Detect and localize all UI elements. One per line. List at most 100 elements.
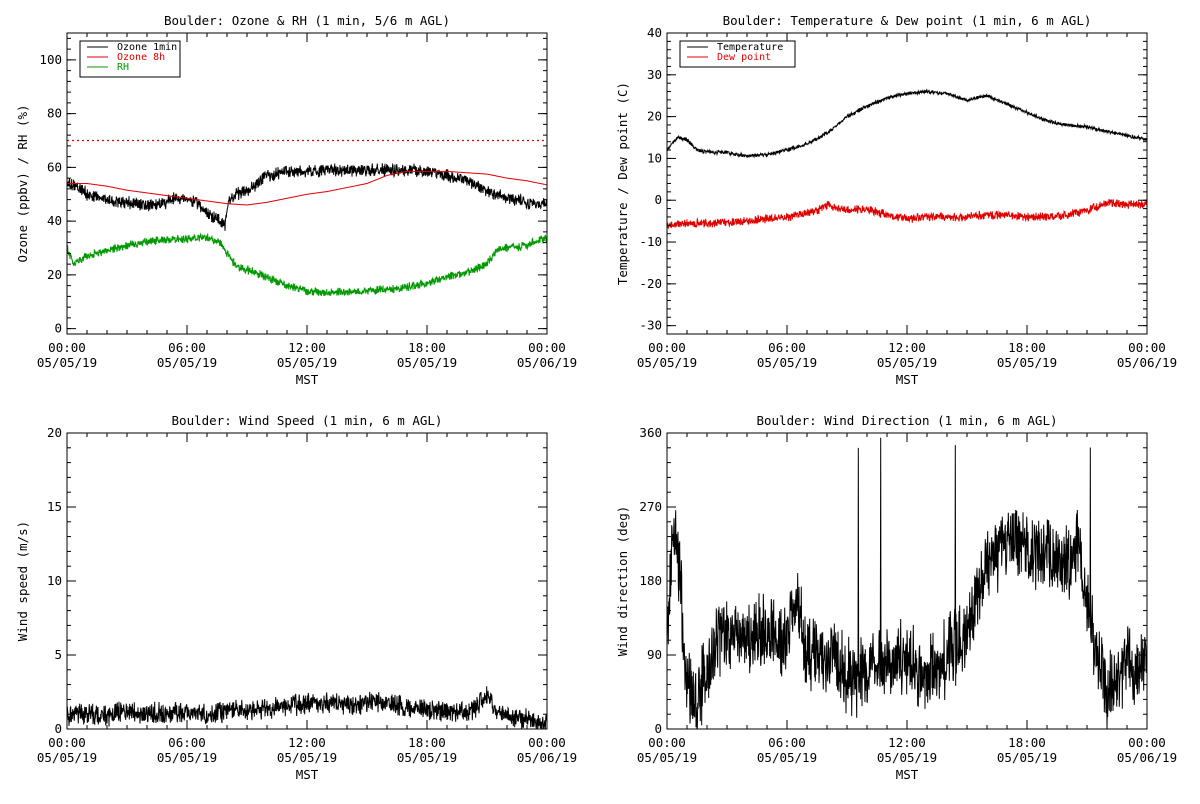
chart-title: Boulder: Ozone & RH (1 min, 5/6 m AGL)	[164, 13, 450, 28]
x-tick-time-label: 12:00	[288, 340, 326, 355]
series-line-series	[67, 686, 547, 729]
x-tick-date-label: 05/05/19	[397, 750, 457, 765]
chart-title: Boulder: Wind Speed (1 min, 6 m AGL)	[172, 413, 443, 428]
y-tick-label: 90	[647, 647, 662, 662]
y-tick-label: 360	[639, 425, 662, 440]
y-axis-label: Wind direction (deg)	[615, 506, 630, 657]
x-tick-date-label: 05/05/19	[877, 355, 937, 370]
x-tick-time-label: 06:00	[768, 340, 806, 355]
x-tick-date-label: 05/06/19	[517, 750, 577, 765]
series-line-series	[667, 437, 1147, 729]
series-line-dew-point	[667, 198, 1147, 230]
y-tick-label: 30	[647, 67, 662, 82]
x-tick-date-label: 05/05/19	[37, 750, 97, 765]
legend-label-temperature: Temperature	[717, 42, 783, 53]
x-tick-date-label: 05/05/19	[997, 355, 1057, 370]
x-tick-date-label: 05/05/19	[157, 750, 217, 765]
y-tick-label: -20	[639, 276, 662, 291]
y-axis-label: Temperature / Dew point (C)	[615, 82, 630, 285]
x-tick-date-label: 05/05/19	[757, 355, 817, 370]
x-tick-date-label: 05/05/19	[277, 750, 337, 765]
x-tick-time-label: 12:00	[888, 340, 926, 355]
series-line-temperature	[667, 88, 1147, 159]
x-tick-time-label: 18:00	[1008, 735, 1046, 750]
y-tick-label: 270	[639, 499, 662, 514]
y-tick-label: 10	[47, 573, 62, 588]
x-tick-time-label: 06:00	[168, 340, 206, 355]
x-tick-date-label: 05/05/19	[37, 355, 97, 370]
y-tick-label: 20	[47, 425, 62, 440]
y-tick-label: 20	[647, 109, 662, 124]
y-tick-label: 0	[654, 721, 662, 736]
y-tick-label: -10	[639, 234, 662, 249]
y-tick-label: 0	[54, 721, 62, 736]
x-tick-time-label: 00:00	[648, 735, 686, 750]
x-tick-date-label: 05/05/19	[157, 355, 217, 370]
x-tick-time-label: 00:00	[528, 340, 566, 355]
y-axis-label: Ozone (ppbv) / RH (%)	[15, 104, 30, 262]
plot-data	[667, 437, 1147, 729]
y-axis-label: Wind speed (m/s)	[15, 521, 30, 641]
y-tick-label: 60	[47, 159, 62, 174]
series-line-rh	[67, 232, 547, 297]
y-tick-label: 5	[54, 647, 62, 662]
x-axis-label: MST	[896, 767, 919, 782]
x-tick-date-label: 05/06/19	[1117, 355, 1177, 370]
chart-title: Boulder: Wind Direction (1 min, 6 m AGL)	[756, 413, 1057, 428]
y-tick-label: 100	[39, 52, 62, 67]
legend-label-dew-point: Dew point	[717, 52, 771, 63]
series-line-ozone-8h	[67, 170, 547, 206]
x-tick-time-label: 12:00	[288, 735, 326, 750]
x-tick-time-label: 18:00	[408, 735, 446, 750]
legend-box	[679, 40, 796, 68]
y-tick-label: 20	[47, 267, 62, 282]
x-tick-date-label: 05/05/19	[757, 750, 817, 765]
y-tick-label: 10	[647, 150, 662, 165]
x-tick-date-label: 05/05/19	[997, 750, 1057, 765]
x-tick-time-label: 06:00	[168, 735, 206, 750]
y-tick-label: 0	[654, 192, 662, 207]
y-tick-label: 180	[639, 573, 662, 588]
chart-panel-1: Boulder: Ozone & RH (1 min, 5/6 m AGL) 0 2…	[15, 13, 577, 387]
plot-data	[667, 88, 1147, 230]
y-tick-label: 0	[54, 321, 62, 336]
x-axis-label: MST	[896, 372, 919, 387]
y-tick-label: 40	[47, 213, 62, 228]
x-tick-time-label: 18:00	[408, 340, 446, 355]
x-tick-date-label: 05/05/19	[637, 355, 697, 370]
x-tick-time-label: 00:00	[1128, 340, 1166, 355]
x-axis-label: MST	[296, 372, 319, 387]
x-tick-time-label: 12:00	[888, 735, 926, 750]
x-tick-date-label: 05/06/19	[1117, 750, 1177, 765]
series-line-ozone-1min	[67, 162, 547, 231]
x-tick-date-label: 05/06/19	[517, 355, 577, 370]
plot-data	[67, 139, 547, 297]
x-tick-time-label: 06:00	[768, 735, 806, 750]
legend-label-rh: RH	[117, 62, 129, 73]
x-tick-date-label: 05/05/19	[277, 355, 337, 370]
y-tick-label: 15	[47, 499, 62, 514]
x-tick-time-label: 18:00	[1008, 340, 1046, 355]
x-tick-time-label: 00:00	[1128, 735, 1166, 750]
x-tick-date-label: 05/05/19	[397, 355, 457, 370]
y-tick-label: 80	[47, 106, 62, 121]
x-tick-time-label: 00:00	[48, 340, 86, 355]
legend-label-ozone-1min: Ozone 1min	[117, 42, 177, 53]
y-tick-label: 40	[647, 25, 662, 40]
plot-data	[67, 686, 547, 729]
legend-label-ozone-8h: Ozone 8h	[117, 52, 165, 63]
chart-panel-3: Boulder: Wind Speed (1 min, 6 m AGL) 0 5 10…	[15, 413, 577, 782]
chart-panel-4: Boulder: Wind Direction (1 min, 6 m AGL)…	[615, 413, 1177, 782]
x-tick-time-label: 00:00	[528, 735, 566, 750]
x-tick-date-label: 05/05/19	[637, 750, 697, 765]
x-axis-label: MST	[296, 767, 319, 782]
x-tick-time-label: 00:00	[648, 340, 686, 355]
x-tick-time-label: 00:00	[48, 735, 86, 750]
chart-title: Boulder: Temperature & Dew point (1 min,…	[723, 13, 1092, 28]
plot-frame	[666, 32, 1148, 335]
x-tick-date-label: 05/05/19	[877, 750, 937, 765]
